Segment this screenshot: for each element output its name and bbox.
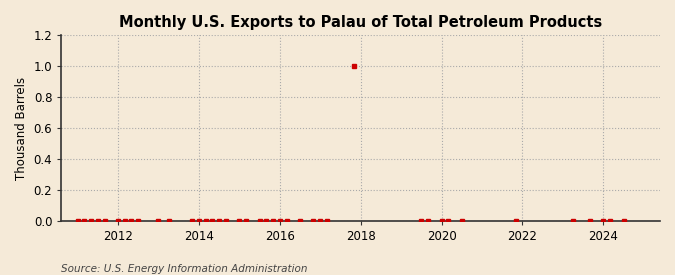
Title: Monthly U.S. Exports to Palau of Total Petroleum Products: Monthly U.S. Exports to Palau of Total P… [119,15,602,30]
Y-axis label: Thousand Barrels: Thousand Barrels [15,77,28,180]
Text: Source: U.S. Energy Information Administration: Source: U.S. Energy Information Administ… [61,264,307,274]
